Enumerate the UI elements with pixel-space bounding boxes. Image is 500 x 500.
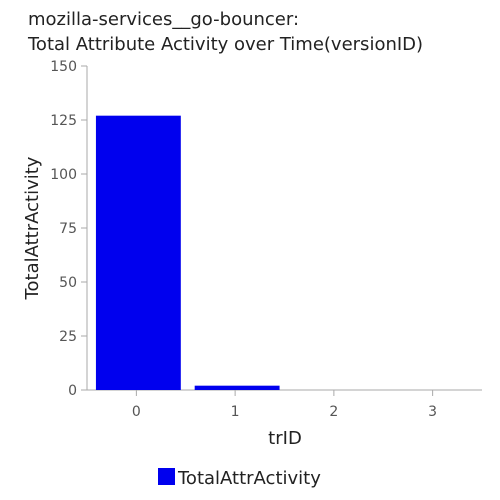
y-tick-label: 150 (50, 59, 77, 75)
bar (95, 115, 181, 391)
x-tick-label: 0 (132, 404, 141, 420)
legend-label: TotalAttrActivity (177, 468, 321, 489)
x-tick-label: 1 (231, 404, 240, 420)
bar (194, 385, 280, 390)
y-tick-label: 125 (50, 113, 77, 129)
x-tick-label: 2 (329, 404, 338, 420)
chart-title-line1: mozilla-services__go-bouncer: (28, 9, 299, 30)
y-axis: 0 25 50 75 100 125 150 (50, 59, 88, 399)
legend-swatch (158, 468, 175, 485)
bars (95, 115, 280, 391)
chart-title-line2: Total Attribute Activity over Time(versi… (27, 34, 423, 55)
y-tick-label: 25 (59, 329, 77, 345)
x-tick-label: 3 (428, 404, 437, 420)
y-axis-title: TotalAttrActivity (22, 156, 43, 300)
y-tick-label: 0 (68, 383, 77, 399)
y-tick-label: 50 (59, 275, 77, 291)
x-axis-title: trID (268, 428, 302, 449)
y-tick-label: 100 (50, 167, 77, 183)
y-tick-label: 75 (59, 221, 77, 237)
legend: TotalAttrActivity (158, 468, 321, 489)
x-axis: 0 1 2 3 (87, 389, 482, 420)
